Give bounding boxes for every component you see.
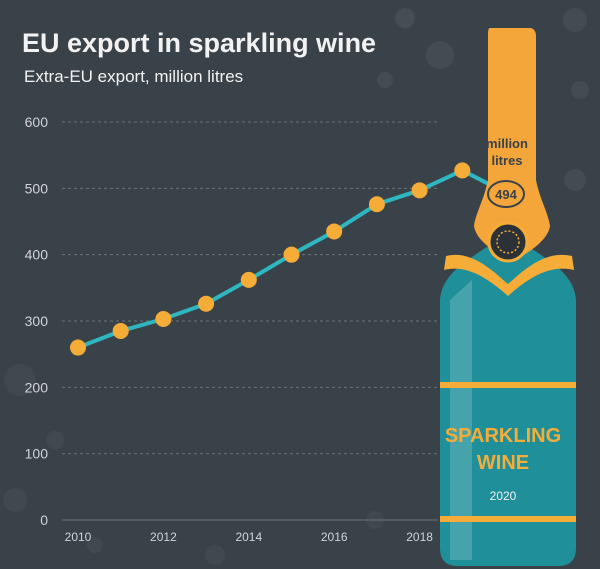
y-tick-label: 200 <box>25 379 49 395</box>
eu-stars-icon <box>496 230 520 254</box>
bottle-label-band-bottom <box>440 516 576 522</box>
gridlines <box>62 121 438 521</box>
data-point <box>283 246 300 263</box>
y-tick-label: 600 <box>25 114 49 130</box>
bottle-unit-label-line2: litres <box>491 153 522 168</box>
bubble <box>563 8 587 32</box>
y-tick-label: 300 <box>25 313 49 329</box>
x-tick-label: 2012 <box>150 530 177 544</box>
bubble <box>205 545 225 565</box>
data-point <box>326 223 343 240</box>
bottle-label-band-top <box>440 382 576 388</box>
bubble <box>395 8 415 28</box>
bottle-seal <box>487 221 529 263</box>
bubble <box>571 81 589 99</box>
bubble <box>3 488 27 512</box>
bubble <box>87 537 103 553</box>
data-point <box>70 339 86 356</box>
y-tick-label: 0 <box>40 512 48 528</box>
data-point <box>198 295 215 312</box>
data-point <box>454 162 471 179</box>
data-point <box>112 322 129 339</box>
bottle-label-line1: SPARKLING <box>445 425 561 447</box>
data-point <box>411 182 428 199</box>
x-tick-label: 2018 <box>406 530 433 544</box>
bottle-shoulder-foil <box>444 254 574 296</box>
bubble <box>377 72 393 88</box>
bottle-year: 2020 <box>490 489 517 503</box>
bottle-label-line2: WINE <box>477 452 529 474</box>
bottle-body <box>440 232 576 566</box>
data-point <box>155 311 172 328</box>
bottle-unit-label-line1: million <box>486 136 528 151</box>
bottle-illustration: million litres 494 SPARKLING WINE 2020 <box>440 28 576 566</box>
data-point <box>368 196 385 213</box>
series-points <box>70 162 471 356</box>
x-axis-ticks: 2010 2012 2014 2016 2018 <box>65 530 434 544</box>
x-tick-label: 2014 <box>235 530 262 544</box>
y-tick-label: 100 <box>25 446 49 462</box>
data-point <box>240 271 257 288</box>
y-axis-ticks: 0 100 200 300 400 500 600 <box>25 114 49 528</box>
bubble <box>46 431 64 449</box>
bottle-highlight <box>450 280 472 560</box>
bubble <box>4 364 36 396</box>
chart-title: EU export in sparkling wine <box>22 28 376 58</box>
chart-subtitle: Extra-EU export, million litres <box>24 67 243 86</box>
bubble-decoration <box>3 8 589 565</box>
x-tick-label: 2016 <box>321 530 348 544</box>
bubble <box>564 169 586 191</box>
bottle-value-badge <box>487 180 525 208</box>
bubble <box>426 41 454 69</box>
y-tick-label: 400 <box>25 247 49 263</box>
x-tick-label: 2010 <box>65 530 92 544</box>
bottle-value: 494 <box>495 187 517 202</box>
y-tick-label: 500 <box>25 180 49 196</box>
